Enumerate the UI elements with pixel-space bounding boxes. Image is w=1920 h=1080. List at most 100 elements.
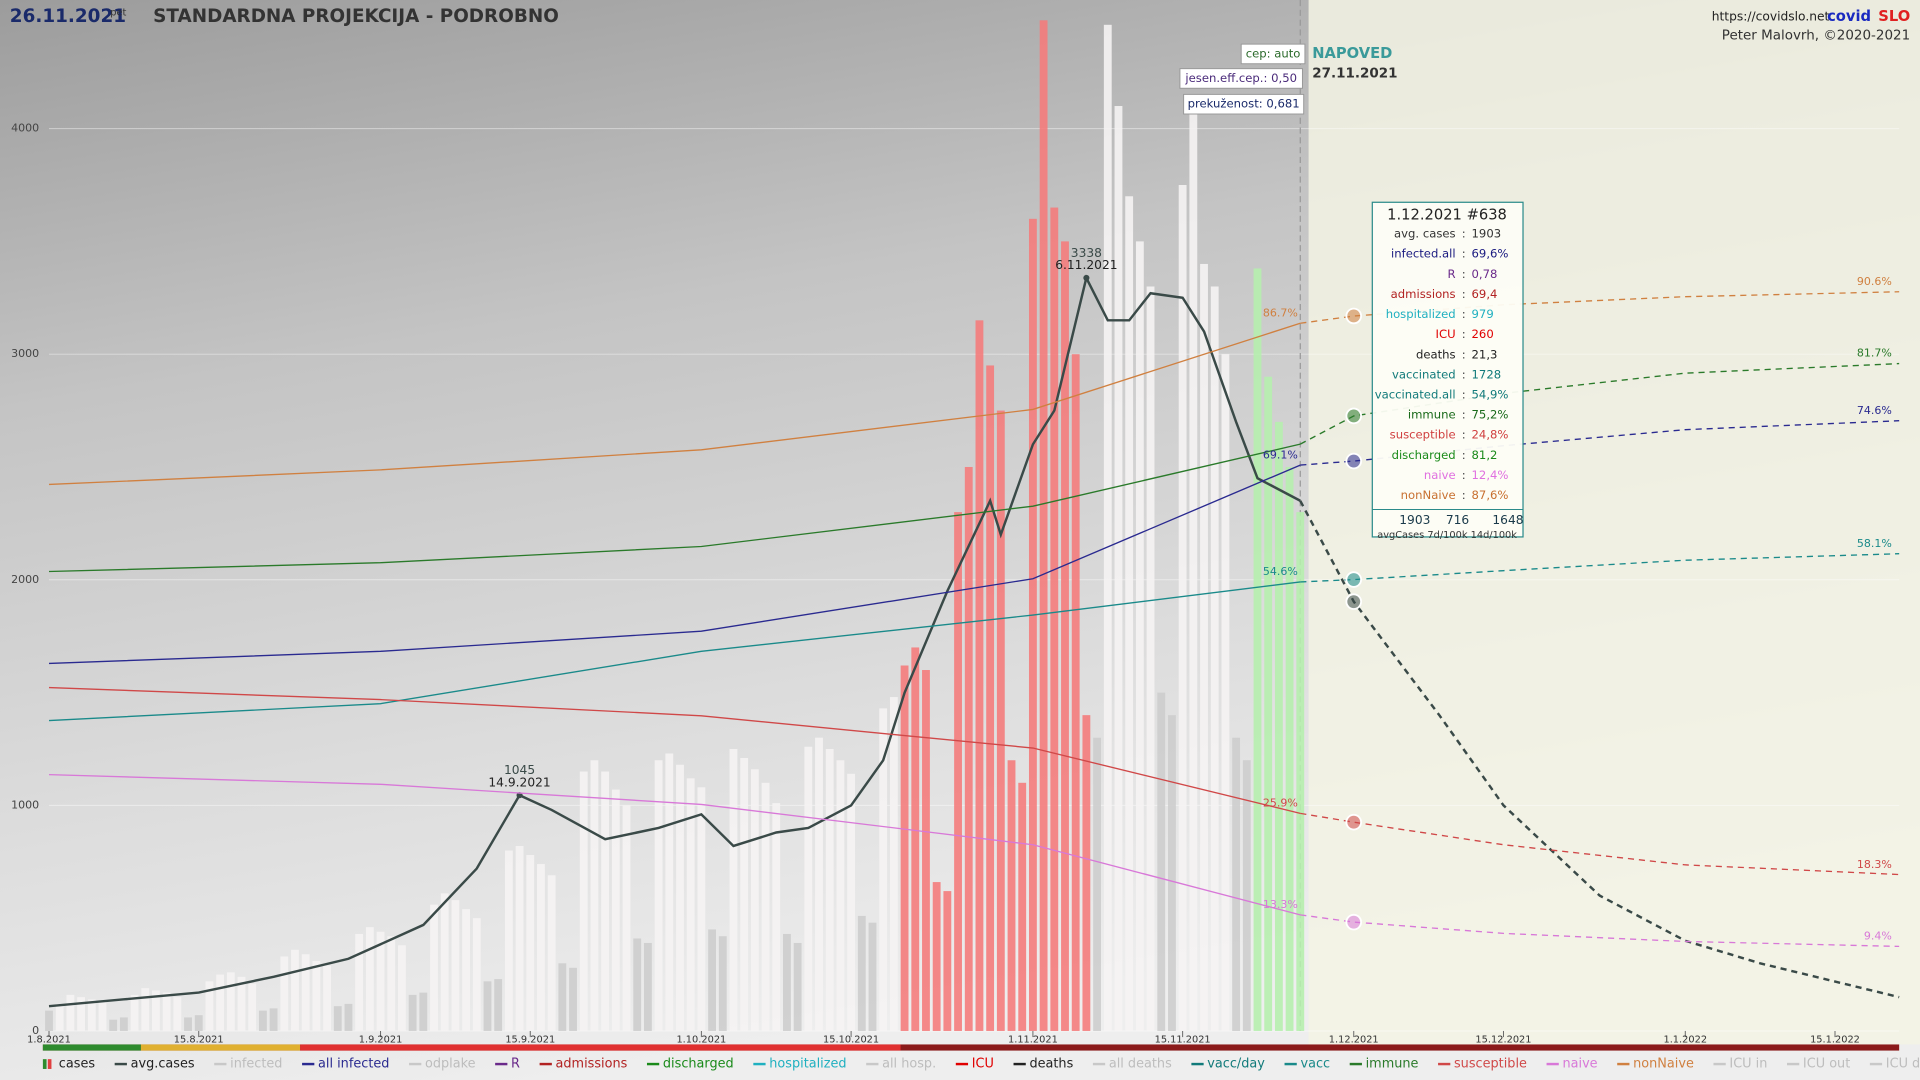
legend-label[interactable]: cases [59,1057,96,1072]
bar [1242,760,1251,1031]
value-date: 6.11.2021 [1055,258,1117,272]
infobox-label: ICU [1436,327,1456,341]
weekday: pet [110,7,126,18]
bar [558,963,567,1031]
infobox-sep: : [1462,327,1466,341]
bar [226,972,235,1031]
bar [119,1017,128,1031]
url[interactable]: https://covidslo.net [1712,10,1830,24]
button-label[interactable]: cep: auto [1246,46,1301,60]
bar [1285,466,1294,1031]
bar [419,992,428,1031]
bar [1189,106,1198,1031]
legend-label[interactable]: ICU in [1729,1057,1767,1072]
bar [301,954,310,1031]
legend-label[interactable]: all infected [318,1057,389,1072]
infobox-label: hospitalized [1386,307,1456,321]
value-label: 18.3% [1857,858,1892,871]
infobox-footer-value: 1903 [1399,513,1430,527]
value-label: 13.3% [1263,898,1298,911]
legend-label[interactable]: ICU [972,1057,994,1072]
legend-label[interactable]: deaths [1029,1057,1073,1072]
infobox-sep: : [1462,448,1466,462]
infobox-footer-value: 1648 [1492,513,1523,527]
legend-label[interactable]: all hosp. [882,1057,936,1072]
bar [590,760,599,1031]
marker [1345,452,1363,470]
button-label[interactable]: prekuženost: 0,681 [1188,97,1300,111]
bar [333,1006,342,1031]
button[interactable] [1240,43,1306,65]
series-line [1300,914,1900,948]
bar [77,997,86,1031]
infobox-label: naive [1424,468,1456,482]
legend-label[interactable]: vacc/day [1207,1057,1265,1072]
button-label[interactable]: jesen.eff.cep.: 0,50 [1184,71,1297,85]
x-tick-label: 15.10.2021 [823,1035,879,1046]
bar [1200,263,1208,1031]
value-label: 90.6% [1857,275,1892,288]
marker [1345,571,1363,588]
legend-label[interactable]: discharged [663,1057,734,1072]
legend-label[interactable]: odplake [425,1057,476,1072]
bar [365,927,374,1031]
bar [686,778,695,1031]
risk-strip [42,1044,1900,1051]
x-tick-label: 15.11.2021 [1155,1035,1211,1046]
legend-label[interactable]: naive [1562,1057,1597,1072]
bar [194,1015,203,1031]
legend-label[interactable]: ICU deaths [1886,1057,1920,1072]
bar [1232,737,1241,1031]
bar [1146,286,1155,1031]
brand-a: covid [1827,8,1871,25]
infobox-label: discharged [1392,448,1456,462]
bar [1253,268,1262,1031]
infobox-value: 81,2 [1472,448,1498,462]
bar [494,979,503,1031]
bar [130,994,139,1031]
legend-swatch [47,1059,52,1069]
marker [1345,813,1363,831]
bar [1039,20,1048,1031]
bar [889,697,898,1031]
bar [772,803,781,1031]
bar [1125,196,1134,1031]
bar [216,974,225,1031]
bar [483,981,492,1031]
infobox-footer-caption: avgCases 7d/100k 14d/100k [1377,530,1517,541]
bar [248,983,257,1031]
legend-label[interactable]: nonNaive [1633,1057,1694,1072]
x-tick-label: 15.8.2021 [174,1035,224,1046]
bar [868,922,877,1031]
legend-label[interactable]: hospitalized [769,1057,846,1072]
button[interactable] [1179,68,1303,89]
legend-label[interactable]: susceptible [1454,1057,1527,1072]
bar [804,746,813,1031]
legend-label[interactable]: vacc [1300,1057,1330,1072]
bar [857,915,866,1031]
infobox-label: admissions [1391,287,1456,301]
legend-label[interactable]: admissions [556,1057,628,1072]
legend-label[interactable]: avg.cases [131,1057,195,1072]
bar [900,665,909,1031]
y-tick-label: 2000 [11,573,39,586]
legend-label[interactable]: ICU out [1803,1057,1850,1072]
x-tick-label: 15.1.2022 [1810,1035,1860,1046]
overlay: cep: auto jesen.eff.cep.: 0,50 prekuženost… [42,43,1920,1072]
bar [1168,715,1176,1031]
legend-label[interactable]: R [511,1057,520,1072]
infobox-value: 24,8% [1472,428,1509,442]
legend-label[interactable]: all deaths [1109,1057,1172,1072]
bar [515,845,524,1031]
bar [622,805,631,1031]
bar [98,1001,107,1031]
legend-label[interactable]: infected [230,1057,282,1072]
forecast-date: 27.11.2021 [1312,66,1397,82]
x-tick-label: 1.8.2021 [27,1035,71,1046]
bar [55,1003,64,1031]
bar [932,882,941,1031]
series-line [48,686,1301,815]
button[interactable] [1183,93,1305,115]
legend-label[interactable]: immune [1366,1057,1419,1072]
